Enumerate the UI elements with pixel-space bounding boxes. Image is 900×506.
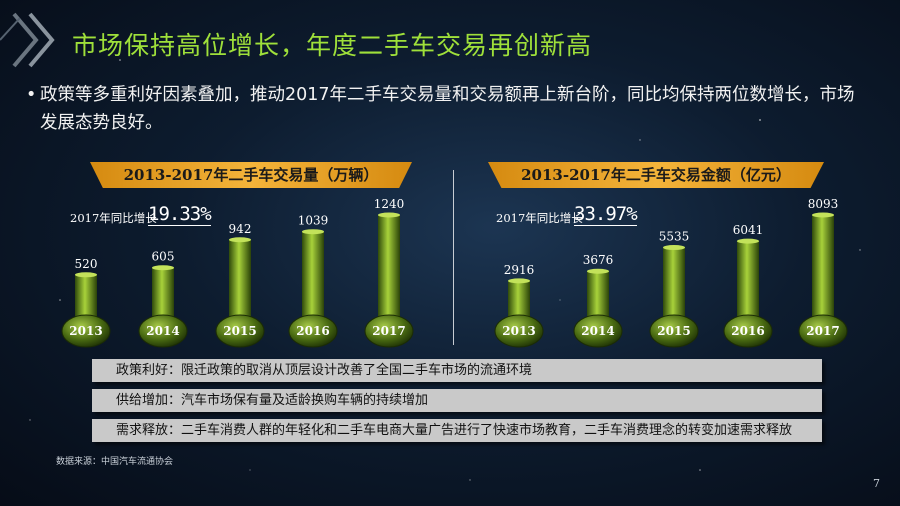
value-year-disc-2013 xyxy=(494,314,544,348)
volume-bar-2017 xyxy=(378,215,400,326)
summary-bullet: • 政策等多重利好因素叠加，推动2017年二手车交易量和交易额再上新台阶，同比均… xyxy=(26,81,870,137)
value-value-label-2015: 5535 xyxy=(659,230,690,244)
value-year-label-2016: 2016 xyxy=(731,324,764,338)
value-bar-2014 xyxy=(587,271,609,326)
volume-year-disc-2015 xyxy=(215,314,265,348)
volume-bar-cap-2013 xyxy=(75,272,97,278)
page-number: 7 xyxy=(873,477,880,490)
volume-bar-2013 xyxy=(75,274,97,326)
value-year-label-2015: 2015 xyxy=(657,324,690,338)
volume-year-disc-2014 xyxy=(138,314,188,348)
volume-bar-2015 xyxy=(229,239,251,326)
volume-value-label-2015: 942 xyxy=(229,222,252,236)
value-growth-value: 33.97% xyxy=(574,203,638,226)
volume-bar-cap-2017 xyxy=(378,212,400,218)
volume-year-disc-2016 xyxy=(288,314,338,348)
value-bar-cap-2013 xyxy=(508,278,530,284)
value-year-label-2017: 2017 xyxy=(806,324,839,338)
corner-chevron-decoration xyxy=(0,12,55,68)
value-year-label-2013: 2013 xyxy=(502,324,535,338)
factor-demand: 需求释放：二手车消费人群的年轻化和二手车电商大量广告进行了快速市场教育，二手车消… xyxy=(92,419,822,442)
volume-year-label-2014: 2014 xyxy=(146,324,179,338)
volume-year-label-2017: 2017 xyxy=(372,324,405,338)
volume-growth-label: 2017年同比增长 xyxy=(70,211,157,225)
volume-value-label-2014: 605 xyxy=(152,250,175,264)
volume-value-label-2013: 520 xyxy=(75,257,98,271)
value-value-label-2016: 6041 xyxy=(733,223,764,237)
value-value-label-2014: 3676 xyxy=(583,253,614,267)
volume-bar-2016 xyxy=(302,231,324,326)
volume-bar-cap-2014 xyxy=(152,265,174,271)
factor-supply: 供给增加：汽车市场保有量及适龄换购车辆的持续增加 xyxy=(92,389,822,412)
value-value-label-2017: 8093 xyxy=(808,197,839,211)
value-value-label-2013: 2916 xyxy=(504,263,535,277)
chart-divider xyxy=(453,170,454,345)
volume-year-label-2013: 2013 xyxy=(69,324,102,338)
volume-year-label-2016: 2016 xyxy=(296,324,329,338)
value-bar-cap-2015 xyxy=(663,245,685,251)
value-year-label-2014: 2014 xyxy=(581,324,614,338)
volume-chart-title: 2013-2017年二手车交易量（万辆） xyxy=(90,162,412,188)
volume-growth-value: 19.33% xyxy=(148,203,212,226)
volume-value-label-2016: 1039 xyxy=(298,214,329,228)
value-bar-2016 xyxy=(737,241,759,326)
bullet-marker: • xyxy=(26,85,37,105)
value-year-disc-2016 xyxy=(723,314,773,348)
summary-text: 政策等多重利好因素叠加，推动2017年二手车交易量和交易额再上新台阶，同比均保持… xyxy=(40,85,855,133)
volume-bar-cap-2016 xyxy=(302,229,324,235)
value-bar-cap-2017 xyxy=(812,212,834,218)
value-bar-2013 xyxy=(508,280,530,326)
page-title: 市场保持高位增长，年度二手车交易再创新高 xyxy=(72,31,593,60)
volume-year-disc-2017 xyxy=(364,314,414,348)
volume-year-label-2015: 2015 xyxy=(223,324,256,338)
value-bar-cap-2014 xyxy=(587,268,609,274)
volume-bar-cap-2015 xyxy=(229,237,251,243)
value-growth-label: 2017年同比增长 xyxy=(496,211,583,225)
volume-year-disc-2013 xyxy=(61,314,111,348)
value-year-disc-2017 xyxy=(798,314,848,348)
value-year-disc-2015 xyxy=(649,314,699,348)
value-chart-title: 2013-2017年二手车交易金额（亿元） xyxy=(488,162,824,188)
value-bar-2017 xyxy=(812,215,834,326)
volume-bar-2014 xyxy=(152,267,174,326)
value-year-disc-2014 xyxy=(573,314,623,348)
data-source: 数据来源：中国汽车流通协会 xyxy=(56,457,174,467)
value-bar-cap-2016 xyxy=(737,238,759,244)
value-bar-2015 xyxy=(663,247,685,326)
volume-value-label-2017: 1240 xyxy=(374,197,405,211)
factor-policy: 政策利好：限迁政策的取消从顶层设计改善了全国二手车市场的流通环境 xyxy=(92,359,822,382)
